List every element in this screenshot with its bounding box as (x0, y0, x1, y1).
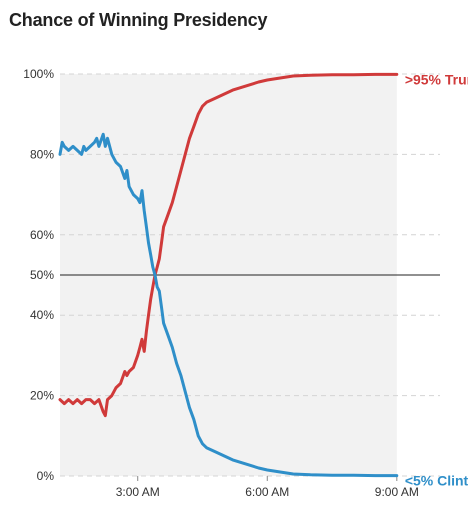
y-tick-label: 20% (30, 389, 54, 403)
y-axis-ticks: 0% 20% 40% 50% 60% 80% 100% (23, 67, 54, 483)
y-tick-label: 60% (30, 228, 54, 242)
x-tick-label: 3:00 AM (116, 485, 160, 499)
y-tick-label: 80% (30, 147, 54, 161)
series-end-labels: >95% Trump <5% Clinton (405, 71, 468, 488)
y-tick-label: 50% (30, 268, 54, 282)
end-label-trump: >95% Trump (405, 71, 468, 87)
y-tick-label: 100% (23, 67, 54, 81)
x-axis-ticks: 3:00 AM 6:00 AM 9:00 AM (116, 476, 419, 499)
end-label-clinton: <5% Clinton (405, 473, 468, 489)
x-tick-label: 6:00 AM (245, 485, 289, 499)
y-tick-label: 40% (30, 308, 54, 322)
y-tick-label: 0% (37, 469, 55, 483)
